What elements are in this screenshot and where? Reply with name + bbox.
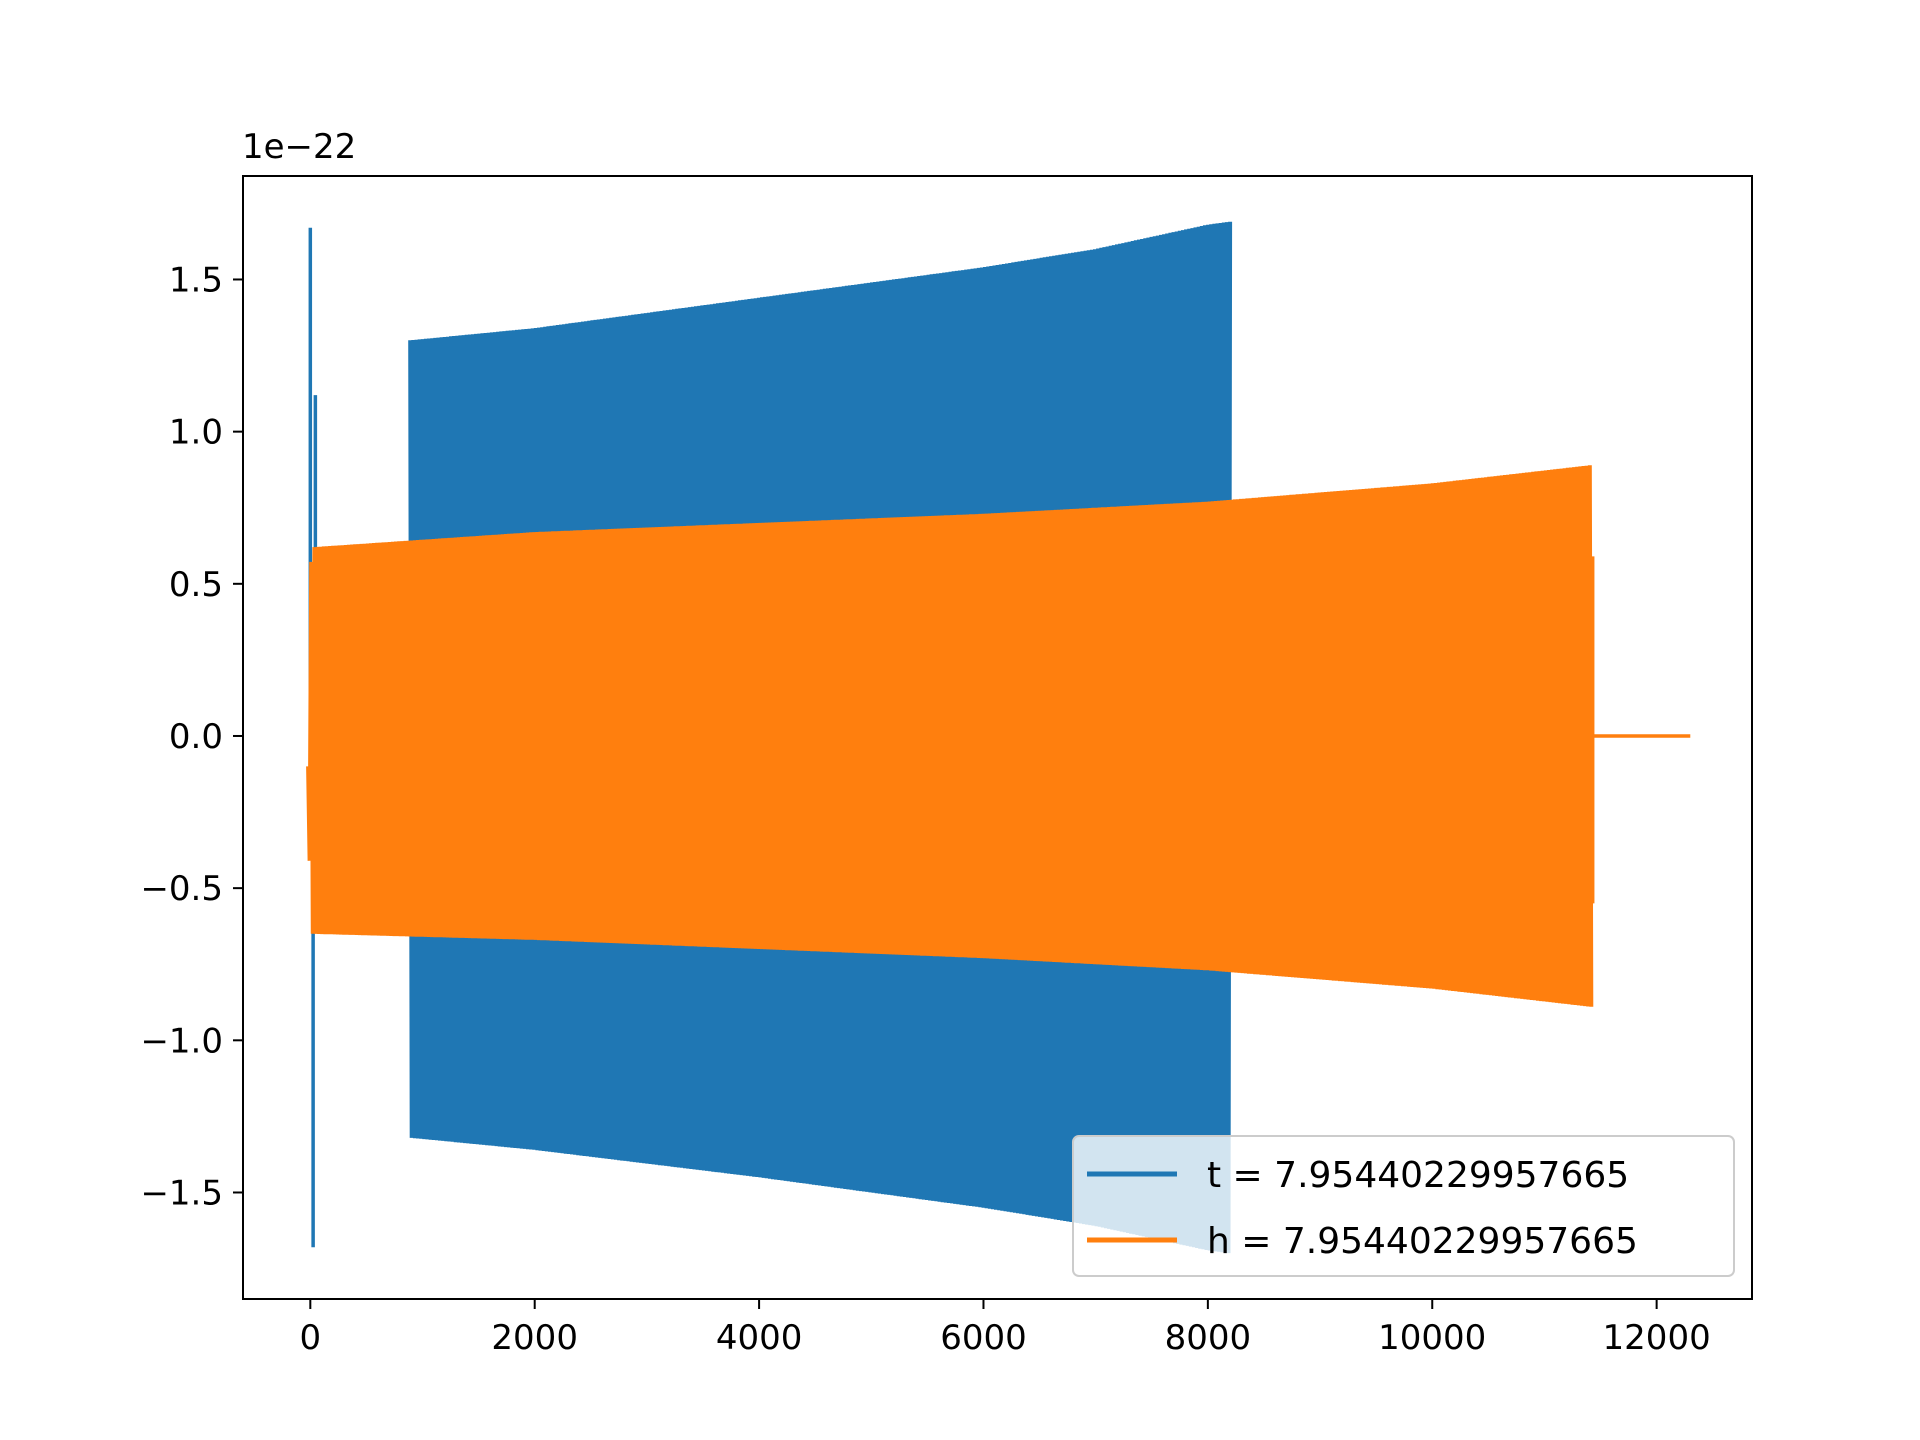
x-tick-label: 12000: [1603, 1318, 1711, 1358]
y-tick-label: −0.5: [140, 869, 223, 909]
x-tick-label: 10000: [1378, 1318, 1486, 1358]
y-tick-label: 0.0: [169, 717, 223, 757]
x-tick-label: 0: [299, 1318, 321, 1358]
series-h-oscillation: [306, 465, 1594, 1007]
legend: t = 7.95440229957665 h = 7.95440229957665: [1072, 1135, 1735, 1277]
legend-box: [1072, 1135, 1735, 1277]
series-h-line: [306, 465, 1691, 1007]
axes-frame: [242, 175, 1753, 1300]
axes-border: [242, 175, 1753, 1300]
legend-label: t = 7.95440229957665: [1207, 1155, 1629, 1196]
legend-label: h = 7.95440229957665: [1207, 1221, 1638, 1262]
x-tick-label: 8000: [1165, 1318, 1252, 1358]
x-tick-label: 2000: [491, 1318, 578, 1358]
y-axis: −1.5 −1.0 −0.5 0.0 0.5 1.0 1.5: [140, 260, 243, 1213]
legend-item: t = 7.95440229957665: [1087, 1155, 1629, 1196]
y-offset-label: 1e−22: [242, 127, 356, 167]
x-tick-label: 4000: [716, 1318, 803, 1358]
y-tick-label: 0.5: [169, 565, 223, 605]
y-tick-label: 1.0: [169, 413, 223, 453]
legend-item: h = 7.95440229957665: [1087, 1221, 1638, 1262]
y-tick-label: −1.0: [140, 1021, 223, 1061]
y-tick-label: −1.5: [140, 1173, 223, 1213]
x-tick-label: 6000: [940, 1318, 1027, 1358]
x-axis: 0 2000 4000 6000 8000 10000 12000: [299, 1299, 1711, 1358]
y-tick-label: 1.5: [169, 260, 223, 300]
